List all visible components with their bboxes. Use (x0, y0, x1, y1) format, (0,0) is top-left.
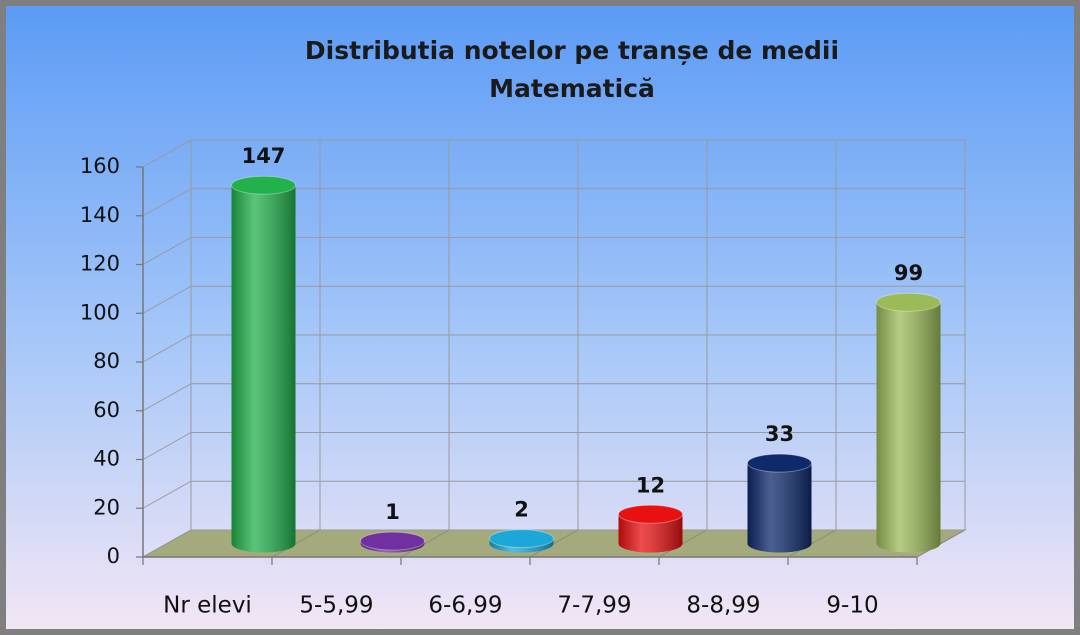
y-tick-label: 60 (93, 398, 120, 422)
bar (360, 531, 425, 553)
x-tick-label: 8-8,99 (686, 593, 760, 619)
chart-title: Distributia notelor pe tranșe de medii (305, 36, 839, 65)
value-label: 147 (242, 144, 286, 168)
grid-line (142, 529, 965, 558)
bar (876, 292, 941, 553)
grid-line (142, 383, 965, 412)
chart-subtitle: Matematică (489, 74, 655, 103)
bar (231, 175, 296, 553)
grid-line (142, 334, 965, 363)
floor-line (916, 529, 966, 558)
grid-line (142, 139, 965, 168)
value-label: 2 (514, 498, 529, 522)
value-label: 1 (385, 500, 400, 524)
y-tick-label: 80 (93, 349, 120, 373)
y-tick-label: 40 (93, 447, 120, 471)
floor-line (658, 529, 708, 558)
floor-line (400, 529, 450, 558)
value-label: 33 (765, 422, 794, 446)
floor-line (787, 529, 837, 558)
value-label: 99 (894, 261, 923, 285)
y-tick-label: 140 (80, 203, 120, 227)
y-tick-label: 160 (80, 154, 120, 178)
floor-line (529, 529, 579, 558)
x-tick-label: 7-7,99 (557, 593, 631, 619)
x-tick-label: Nr elevi (163, 593, 252, 619)
y-tick-label: 0 (107, 544, 120, 568)
grid-line (142, 237, 965, 265)
grid-line (142, 285, 965, 314)
bar (618, 504, 683, 553)
x-tick-label: 5-5,99 (299, 593, 373, 619)
x-tick-label: 9-10 (826, 593, 878, 619)
y-tick-label: 120 (80, 252, 120, 276)
bar (489, 529, 554, 553)
value-label: 12 (636, 473, 665, 497)
y-tick-label: 100 (80, 300, 120, 324)
grid-line (142, 480, 965, 509)
grid-line (142, 188, 965, 217)
floor-line (271, 529, 321, 558)
bar (747, 453, 812, 553)
y-tick-label: 20 (93, 495, 120, 519)
grid-line (142, 432, 965, 460)
x-tick-label: 6-6,99 (428, 593, 502, 619)
